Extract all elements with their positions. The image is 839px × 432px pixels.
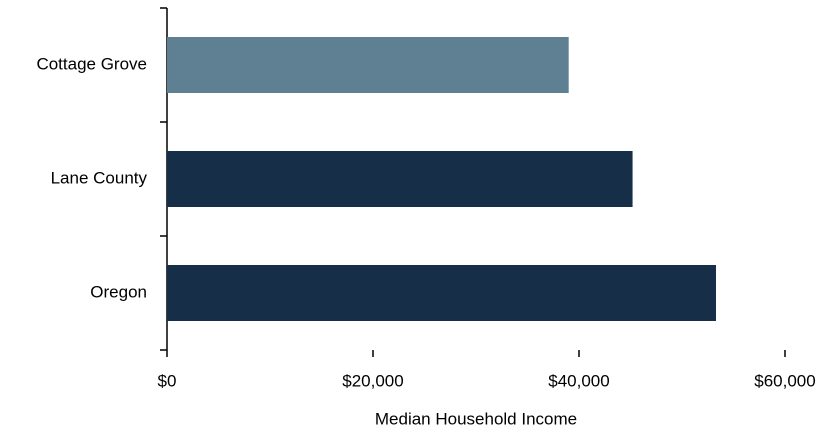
bar bbox=[167, 151, 633, 207]
y-tick-label: Lane County bbox=[51, 168, 148, 187]
x-axis-title: Median Household Income bbox=[375, 409, 577, 428]
y-tick-label: Cottage Grove bbox=[36, 54, 147, 73]
x-tick-label: $40,000 bbox=[548, 371, 609, 390]
bar bbox=[167, 265, 716, 321]
y-tick-label: Oregon bbox=[90, 282, 147, 301]
x-tick-label: $0 bbox=[158, 371, 177, 390]
bar bbox=[167, 37, 569, 93]
x-tick-label: $20,000 bbox=[342, 371, 403, 390]
x-tick-label: $60,000 bbox=[754, 371, 815, 390]
